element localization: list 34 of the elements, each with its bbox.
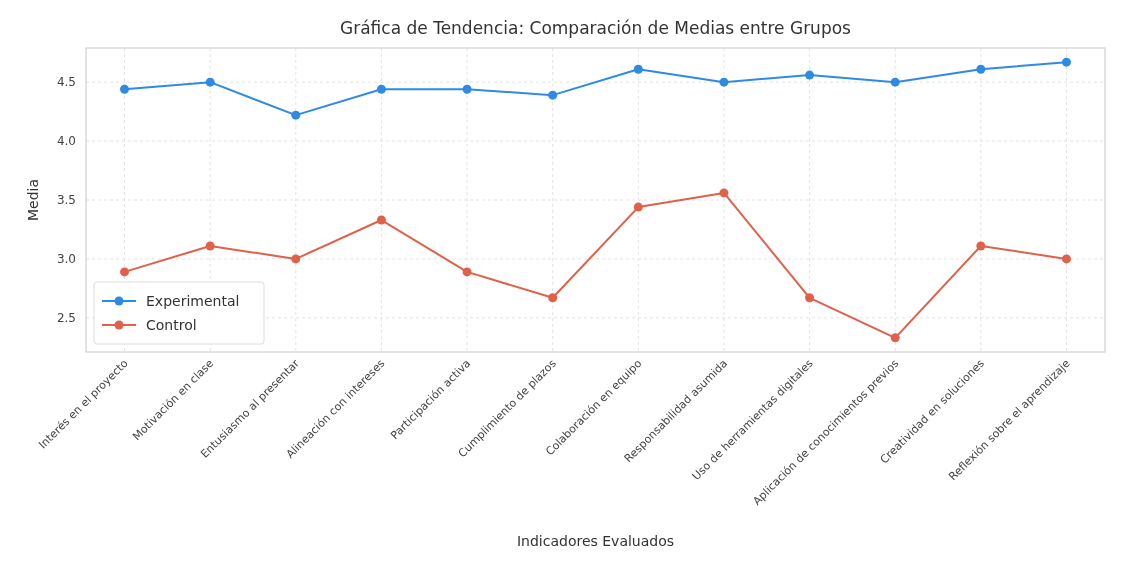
point: [633, 64, 643, 74]
point: [291, 254, 301, 264]
point: [376, 84, 386, 94]
point: [719, 77, 729, 87]
x-axis-title: Indicadores Evaluados: [516, 533, 675, 549]
point: [376, 215, 386, 225]
y-axis-title: Media: [25, 178, 41, 222]
point: [205, 77, 215, 87]
point: [548, 293, 558, 303]
y-tick-label: 3.5: [56, 193, 76, 208]
point: [633, 202, 643, 212]
legend-label: Experimental: [146, 292, 240, 309]
point: [462, 267, 472, 277]
point: [890, 77, 900, 87]
point: [1061, 57, 1071, 67]
y-tick-label: 2.5: [56, 311, 76, 326]
chart-title: Gráfica de Tendencia: Comparación de Medias entre Grupos: [340, 18, 852, 38]
point: [120, 267, 130, 277]
point: [805, 293, 815, 303]
y-tick-label: 4.5: [56, 75, 76, 90]
point: [976, 64, 986, 74]
y-tick-label: 4.0: [56, 134, 76, 149]
point: [291, 110, 301, 120]
point: [805, 70, 815, 80]
point: [548, 90, 558, 100]
point: [1061, 254, 1071, 264]
point: [205, 241, 215, 251]
point: [719, 188, 729, 198]
point: [462, 84, 472, 94]
point: [976, 241, 986, 251]
legend-label: Control: [146, 316, 197, 333]
point: [120, 84, 130, 94]
y-tick-label: 3.0: [56, 252, 76, 267]
point: [890, 333, 900, 343]
